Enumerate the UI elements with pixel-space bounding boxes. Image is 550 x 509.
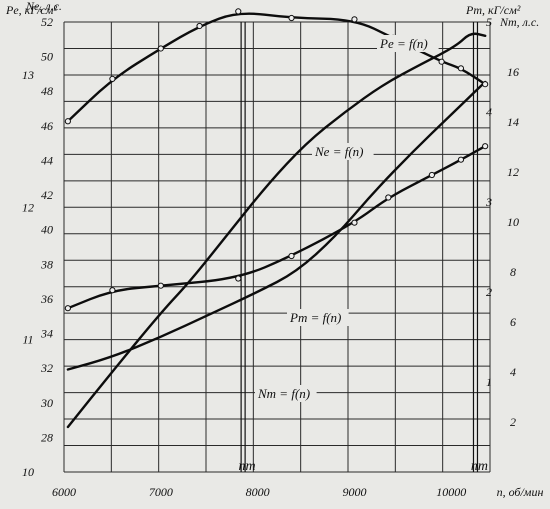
ne-tick-label: 48 [41, 84, 53, 98]
nm-tick-label: 14 [507, 115, 519, 129]
pe-tick-label: 13 [22, 68, 34, 82]
ne-tick-label: 34 [40, 327, 53, 341]
series-label-bg [312, 143, 374, 160]
data-point-pe [157, 45, 164, 52]
series-label-bg [377, 35, 439, 52]
series-label-nm: Nm = f(n) [257, 386, 310, 401]
data-point-pe [196, 22, 203, 30]
x-axis-label: n, об/мин [497, 485, 544, 499]
data-point-pe [64, 118, 71, 125]
pe-tick-label: 11 [22, 333, 33, 347]
nm-tick-label: 8 [510, 265, 516, 279]
nm-axis-label: Nm, л.с. [499, 15, 539, 29]
ne-tick-label: 42 [41, 188, 53, 202]
nm-tick-label: 16 [507, 65, 519, 79]
ne-tick-label: 40 [41, 223, 53, 237]
nm-tick-label: 4 [510, 365, 516, 379]
data-point-pm [157, 282, 164, 289]
data-point-pm [385, 194, 392, 201]
series-line-nm [66, 80, 487, 371]
ne-tick-label: 44 [41, 153, 53, 167]
series-line-ne [66, 32, 487, 429]
x-marker-label: nm [471, 459, 488, 474]
data-point-pm [351, 219, 358, 226]
nm-tick-label: 2 [510, 415, 516, 429]
ne-axis-label: Ne, л.с. [25, 0, 62, 13]
series-label-bg [287, 309, 349, 326]
pm-tick-label: 1 [486, 375, 492, 389]
data-point-pe [288, 14, 295, 22]
pm-tick-label: 5 [486, 15, 492, 29]
pm-tick-label: 3 [485, 195, 492, 209]
ne-tick-label: 38 [40, 257, 53, 271]
data-point-pm [64, 305, 71, 312]
data-point-pm [457, 156, 465, 163]
ne-tick-label: 30 [40, 396, 53, 410]
ne-tick-label: 28 [41, 430, 53, 444]
pm-tick-label: 4 [486, 105, 492, 119]
data-point-pe [457, 65, 465, 72]
x-marker-label: nm [239, 459, 256, 474]
data-point-pe [109, 75, 116, 83]
data-point-pe [438, 58, 445, 65]
series-label-pm: Pm = f(n) [289, 310, 341, 325]
pm-axis-label: Pm, кГ/см² [465, 3, 521, 17]
pe-tick-label: 10 [22, 465, 34, 479]
pm-tick-label: 2 [486, 285, 492, 299]
nm-tick-label: 12 [507, 165, 519, 179]
x-tick-label: 7000 [149, 485, 173, 499]
nm-tick-label: 6 [510, 315, 516, 329]
data-point-pm [428, 171, 436, 179]
series-label-ne: Ne = f(n) [314, 144, 363, 159]
pe-axis-label: Pe, кГ/см² [5, 3, 57, 17]
series-label-pe: Pe = f(n) [379, 36, 428, 51]
nm-tick-label: 10 [507, 215, 519, 229]
ne-tick-label: 52 [41, 15, 53, 29]
series-line-pm [66, 144, 487, 310]
data-point-pe [482, 81, 489, 88]
data-point-pe [351, 16, 358, 23]
x-tick-label: 9000 [342, 485, 366, 499]
ne-tick-label: 32 [40, 361, 53, 375]
ne-tick-label: 50 [41, 50, 53, 64]
data-point-pm [288, 252, 295, 260]
data-point-pe [235, 8, 242, 15]
data-point-pm [109, 287, 116, 294]
ne-tick-label: 36 [40, 292, 53, 306]
data-point-pm [235, 275, 242, 282]
x-tick-label: 8000 [246, 485, 270, 499]
x-tick-label: 6000 [52, 485, 76, 499]
series-label-bg [255, 385, 317, 402]
pe-tick-label: 12 [22, 200, 34, 214]
x-tick-label: 10000 [436, 485, 466, 499]
data-point-pm [482, 143, 489, 150]
ne-tick-label: 46 [41, 119, 53, 133]
